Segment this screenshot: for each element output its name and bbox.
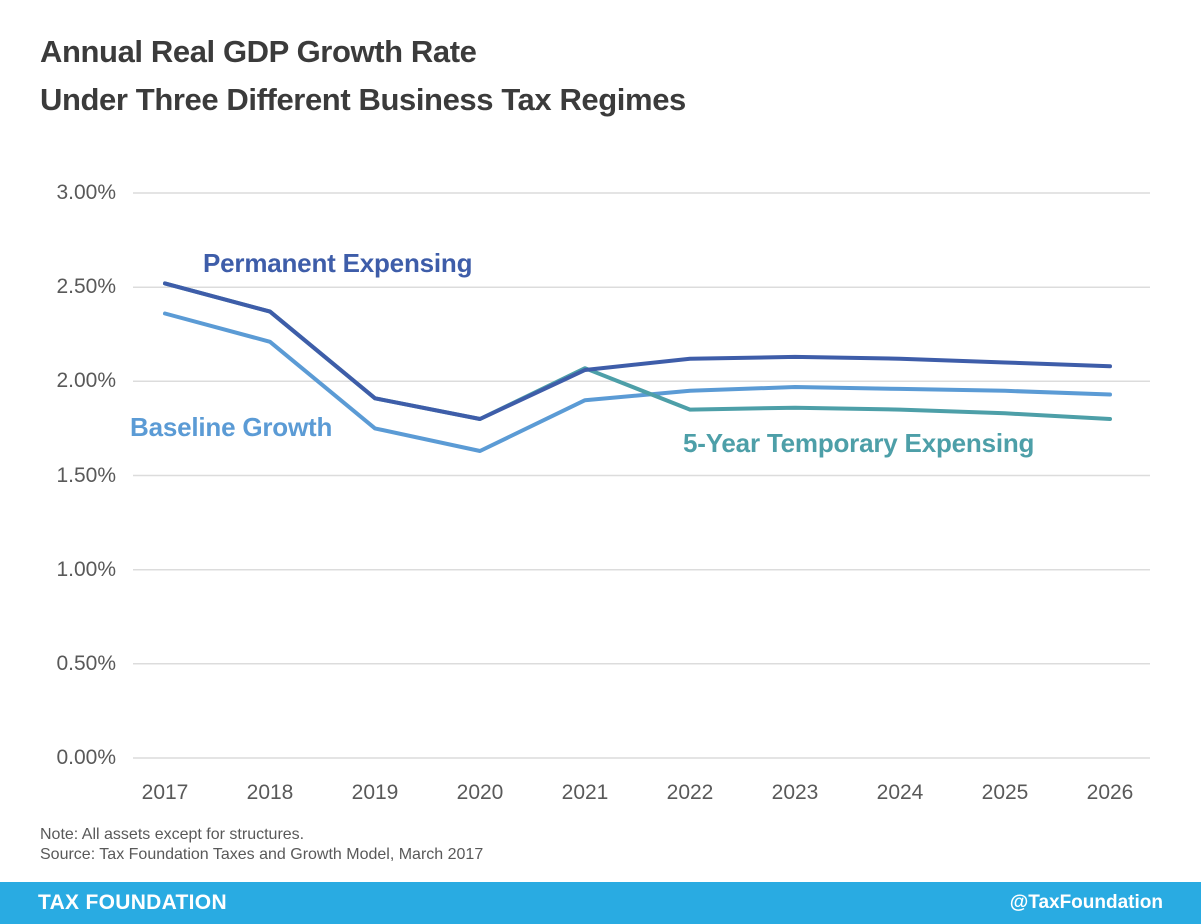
chart-title: Annual Real GDP Growth Rate Under Three … bbox=[40, 28, 686, 124]
source-text: Source: Tax Foundation Taxes and Growth … bbox=[40, 846, 484, 863]
x-axis-tick-label: 2022 bbox=[666, 781, 714, 804]
y-axis-tick-label: 1.50% bbox=[56, 463, 116, 487]
series-label-permanent: Permanent Expensing bbox=[203, 248, 473, 278]
series-label-baseline: Baseline Growth bbox=[130, 412, 333, 442]
footer-bar: TAX FOUNDATION @TaxFoundation bbox=[0, 882, 1201, 924]
y-axis-tick-label: 2.50% bbox=[56, 275, 116, 299]
y-axis-tick-label: 0.50% bbox=[56, 651, 116, 675]
x-axis-tick-label: 2017 bbox=[141, 781, 189, 804]
series-line-baseline-growth bbox=[163, 311, 1112, 453]
x-axis-tick-label: 2018 bbox=[246, 781, 294, 804]
x-axis-tick-label: 2023 bbox=[771, 781, 819, 804]
x-axis-tick-label: 2021 bbox=[561, 781, 609, 804]
chart-title-line-2: Under Three Different Business Tax Regim… bbox=[40, 82, 686, 117]
series-label-temporary: 5-Year Temporary Expensing bbox=[683, 428, 1035, 458]
y-axis-tick-label: 1.00% bbox=[56, 557, 116, 581]
y-axis-tick-label: 0.00% bbox=[56, 746, 116, 769]
x-axis-tick-label: 2019 bbox=[351, 781, 399, 804]
x-axis-tick-label: 2025 bbox=[981, 781, 1029, 804]
x-axis-tick-label: 2020 bbox=[456, 781, 504, 804]
note-text: Note: All assets except for structures. bbox=[40, 826, 305, 843]
y-axis-tick-label: 2.00% bbox=[56, 369, 116, 393]
series-line-permanent-expensing bbox=[163, 281, 1112, 421]
x-axis-tick-label: 2024 bbox=[876, 781, 924, 804]
chart-title-line-1: Annual Real GDP Growth Rate bbox=[40, 34, 477, 69]
footer-twitter-handle: @TaxFoundation bbox=[1009, 892, 1163, 913]
y-axis-tick-label: 3.00% bbox=[56, 181, 116, 204]
series-line-5-year-temporary-expensing bbox=[163, 281, 1112, 421]
footer-brand: TAX FOUNDATION bbox=[38, 891, 227, 914]
x-axis-tick-label: 2026 bbox=[1086, 781, 1134, 804]
